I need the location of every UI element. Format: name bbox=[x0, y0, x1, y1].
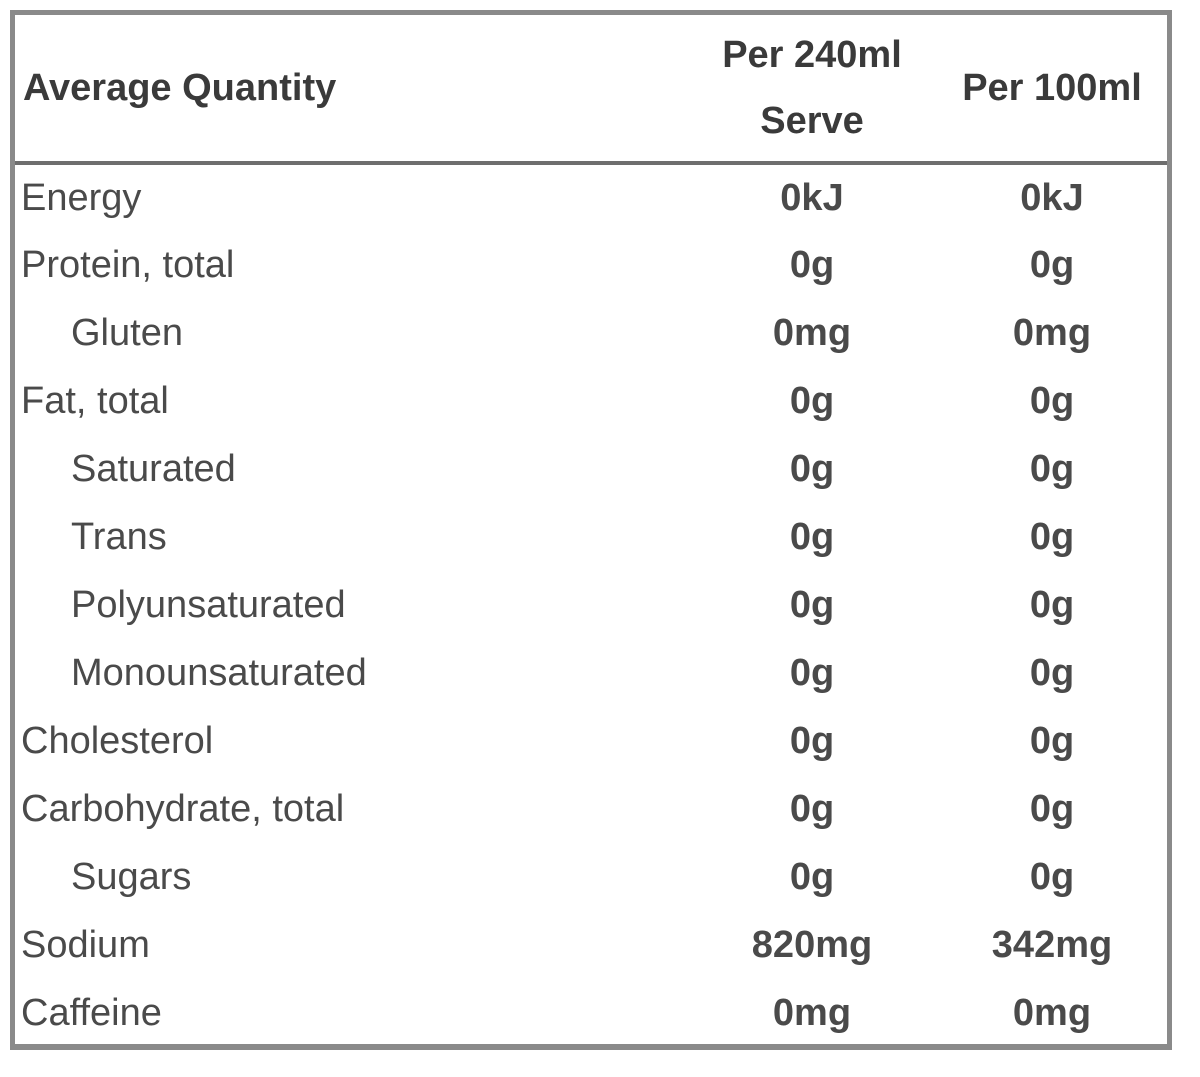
header-row: Average Quantity Per 240ml Serve Per 100… bbox=[15, 15, 1167, 165]
per-serve-value: 0g bbox=[789, 855, 835, 898]
nutrient-name: Fat, total bbox=[21, 379, 169, 422]
table-row: Saturated 0g 0g bbox=[15, 435, 1167, 503]
nutrition-rows: Energy 0kJ 0kJ Protein, total 0g 0g Gluten 0mg 0… bbox=[15, 163, 1167, 1047]
table-row: Energy 0kJ 0kJ bbox=[15, 163, 1167, 231]
nutrient-name: Energy bbox=[21, 176, 142, 219]
nutrient-name: Monounsaturated bbox=[71, 651, 367, 694]
per-100ml-value: 0mg bbox=[1012, 311, 1092, 354]
nutrition-table: Average Quantity Per 240ml Serve Per 100… bbox=[15, 15, 1167, 1047]
header-per-100ml: Per 100ml bbox=[937, 15, 1167, 165]
table-row: Protein, total 0g 0g bbox=[15, 231, 1167, 299]
per-100ml-value: 0g bbox=[1029, 583, 1075, 626]
per-serve-value: 0kJ bbox=[780, 176, 844, 219]
table-row: Gluten 0mg 0mg bbox=[15, 299, 1167, 367]
per-serve-value: 820mg bbox=[751, 923, 873, 966]
per-serve-value: 0g bbox=[789, 515, 835, 558]
per-100ml-value: 0g bbox=[1029, 515, 1075, 558]
nutrient-name: Saturated bbox=[71, 447, 236, 490]
per-100ml-value: 0g bbox=[1029, 787, 1075, 830]
nutrient-name: Protein, total bbox=[21, 243, 235, 286]
per-100ml-value: 0kJ bbox=[1020, 176, 1084, 219]
per-serve-value: 0g bbox=[789, 651, 835, 694]
nutrient-name: Sodium bbox=[21, 923, 150, 966]
nutrient-name: Carbohydrate, total bbox=[21, 787, 345, 830]
header-per-serve-line1: Per 240ml bbox=[722, 34, 902, 76]
table-row: Polyunsaturated 0g 0g bbox=[15, 571, 1167, 639]
nutrient-name: Gluten bbox=[71, 311, 183, 354]
per-100ml-value: 0g bbox=[1029, 651, 1075, 694]
table-row: Sugars 0g 0g bbox=[15, 843, 1167, 911]
per-serve-value: 0g bbox=[789, 787, 835, 830]
per-serve-value: 0g bbox=[789, 243, 835, 286]
per-100ml-value: 0g bbox=[1029, 447, 1075, 490]
nutrient-name: Trans bbox=[71, 515, 167, 558]
per-100ml-value: 0g bbox=[1029, 243, 1075, 286]
per-serve-value: 0mg bbox=[772, 311, 852, 354]
per-100ml-value: 0g bbox=[1029, 379, 1075, 422]
nutrient-name: Sugars bbox=[71, 855, 192, 898]
nutrient-name: Cholesterol bbox=[21, 719, 214, 762]
table-row: Sodium 820mg 342mg bbox=[15, 911, 1167, 979]
per-serve-value: 0g bbox=[789, 447, 835, 490]
nutrition-panel: Average Quantity Per 240ml Serve Per 100… bbox=[10, 10, 1172, 1050]
table-row: Cholesterol 0g 0g bbox=[15, 707, 1167, 775]
table-row: Caffeine 0mg 0mg bbox=[15, 979, 1167, 1047]
per-serve-value: 0g bbox=[789, 583, 835, 626]
per-serve-value: 0mg bbox=[772, 991, 852, 1034]
table-row: Monounsaturated 0g 0g bbox=[15, 639, 1167, 707]
table-row: Fat, total 0g 0g bbox=[15, 367, 1167, 435]
per-100ml-value: 0mg bbox=[1012, 991, 1092, 1034]
per-100ml-value: 0g bbox=[1029, 855, 1075, 898]
header-average-quantity: Average Quantity bbox=[15, 15, 687, 165]
table-row: Trans 0g 0g bbox=[15, 503, 1167, 571]
header-per-serve: Per 240ml Serve bbox=[687, 15, 937, 165]
per-100ml-value: 0g bbox=[1029, 719, 1075, 762]
per-100ml-value: 342mg bbox=[991, 923, 1113, 966]
per-serve-value: 0g bbox=[789, 719, 835, 762]
per-serve-value: 0g bbox=[789, 379, 835, 422]
nutrient-name: Polyunsaturated bbox=[71, 583, 346, 626]
table-row: Carbohydrate, total 0g 0g bbox=[15, 775, 1167, 843]
nutrient-name: Caffeine bbox=[21, 991, 162, 1034]
header-per-serve-line2: Serve bbox=[760, 100, 864, 142]
